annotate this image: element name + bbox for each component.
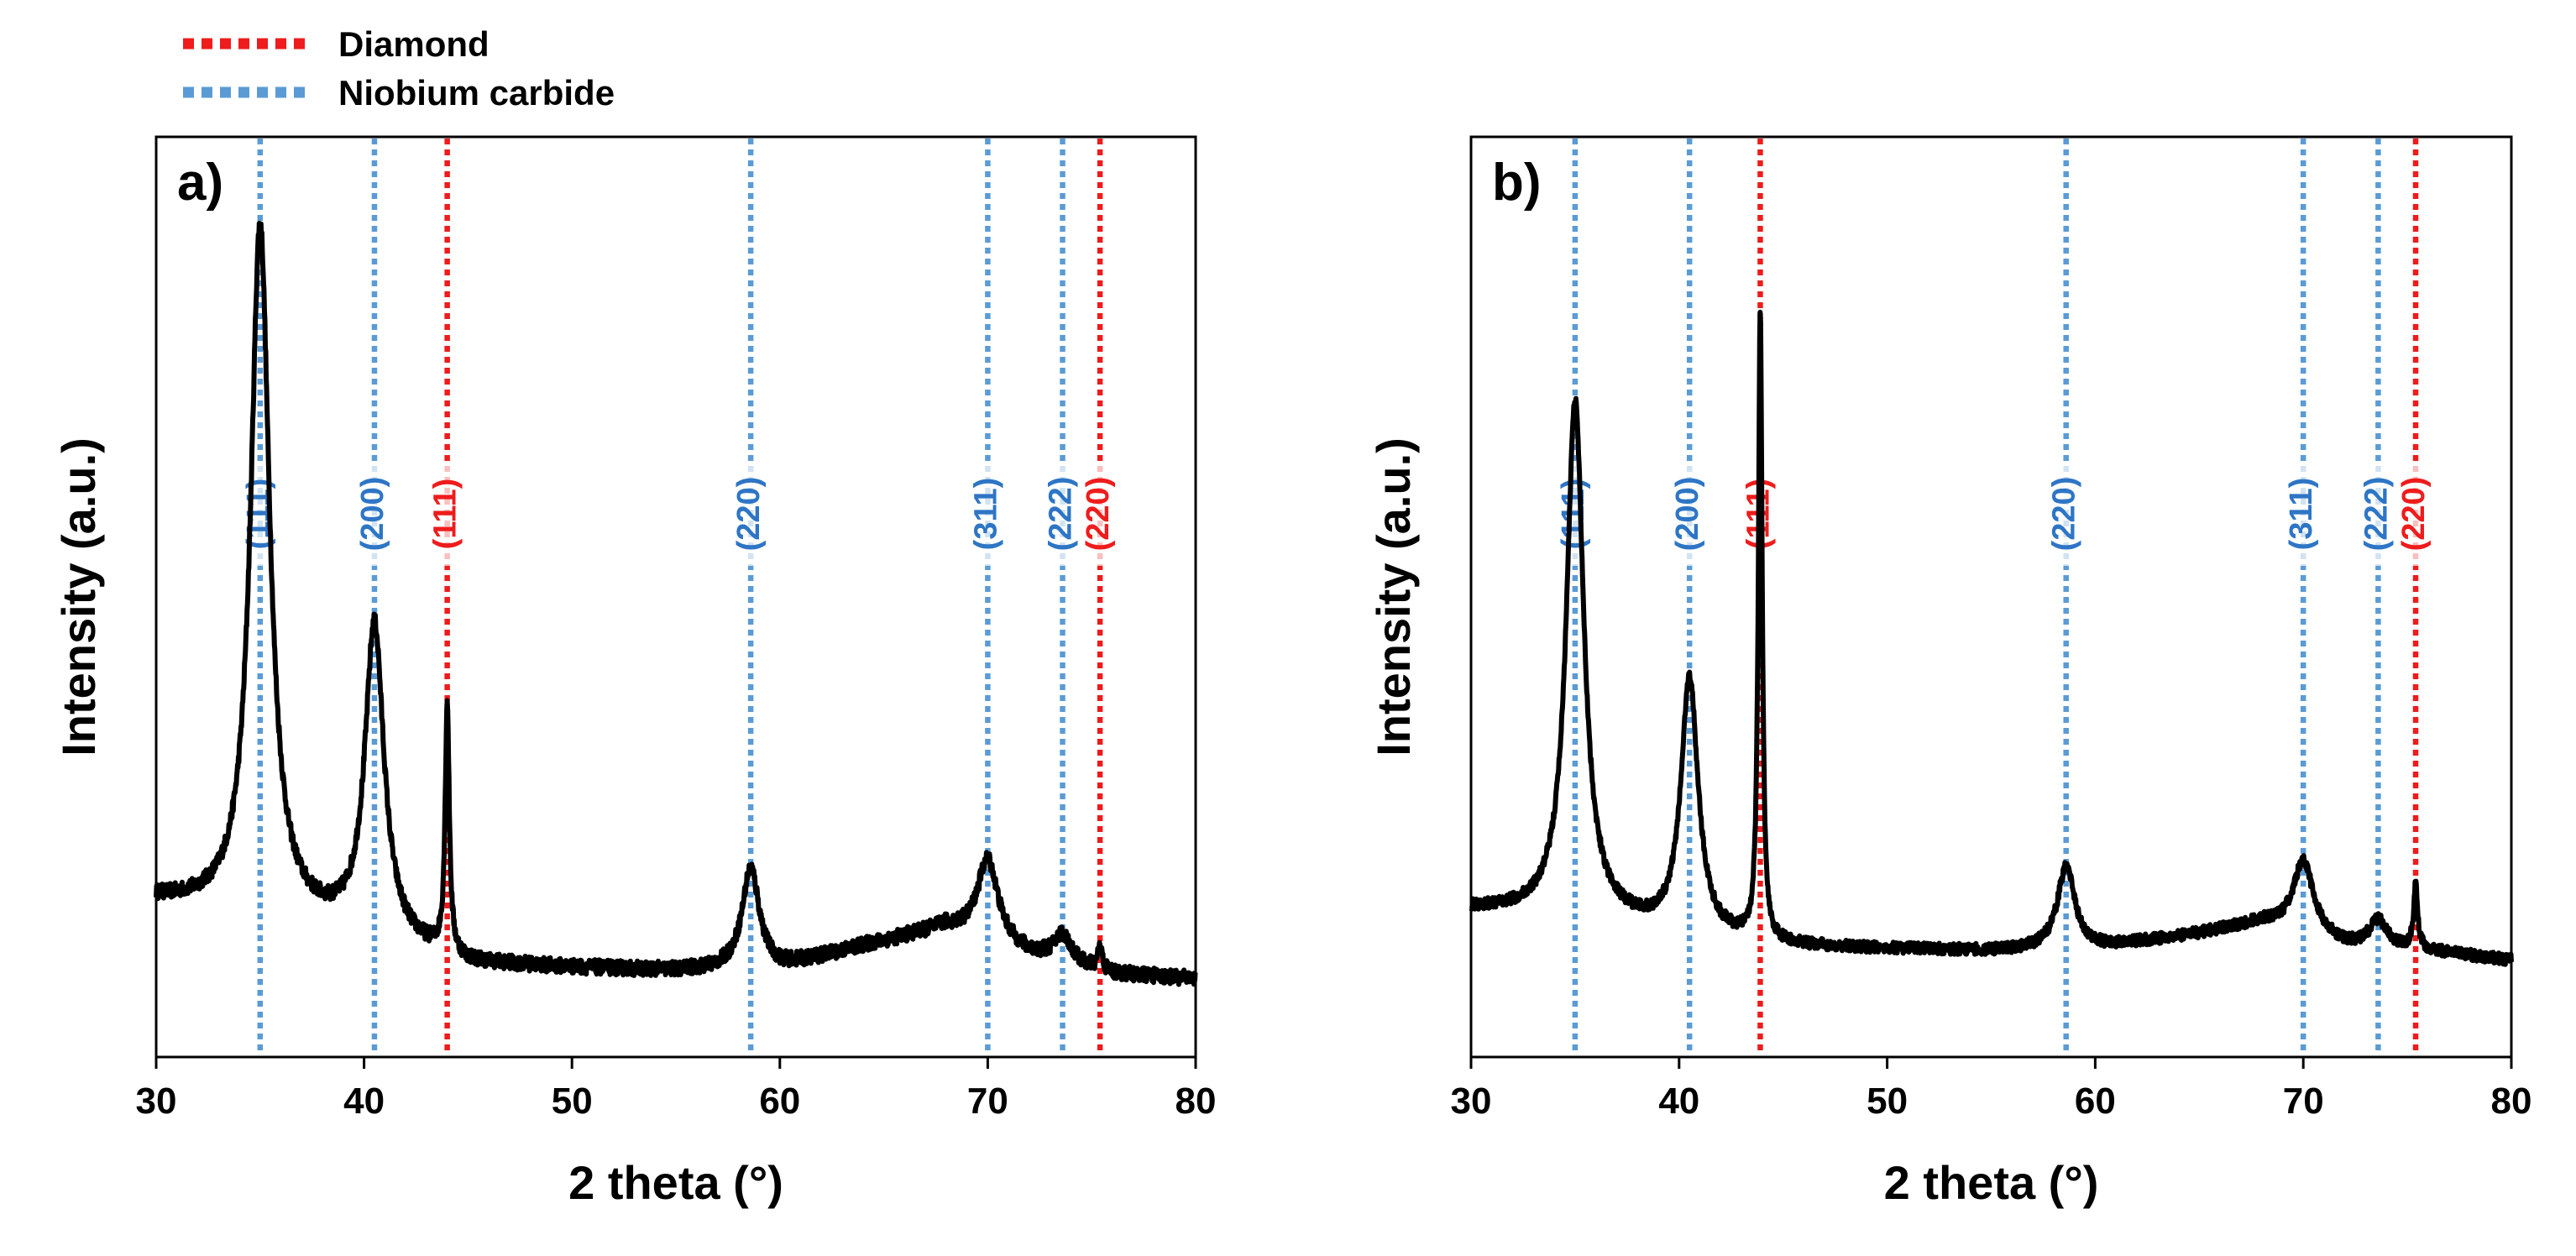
peak-point xyxy=(749,866,753,871)
hkl-label: (220) xyxy=(731,477,767,552)
panel-b: b) 30 40 50 60 70 80 2 theta (°) Intensity (a.u.… xyxy=(1367,135,2532,1209)
panel-a: a) 30 40 50 60 70 80 2 theta (°) Intensity (a.u.… xyxy=(52,135,1217,1209)
x-tick-label: 50 xyxy=(552,1081,593,1122)
x-tick-label: 50 xyxy=(1867,1081,1908,1122)
peak-point xyxy=(2376,918,2380,923)
peak-point xyxy=(1688,678,1692,683)
peak-point xyxy=(258,223,262,228)
x-tick-label: 80 xyxy=(2491,1081,2532,1122)
x-axis-label: 2 theta (°) xyxy=(1884,1156,2099,1209)
plot-frame xyxy=(154,135,1197,1059)
x-tick-label: 70 xyxy=(2283,1081,2324,1122)
hkl-label-background xyxy=(428,462,466,566)
peak-point xyxy=(1060,934,1065,938)
peak-point xyxy=(445,709,449,713)
hkl-label-background xyxy=(1556,462,1594,566)
hkl-label: (220) xyxy=(2396,477,2432,552)
peak-point xyxy=(1758,317,1762,321)
hkl-label-background xyxy=(969,462,1007,566)
hkl-label: (222) xyxy=(1044,477,1079,552)
hkl-label-background xyxy=(732,462,770,566)
hkl-label: (222) xyxy=(2359,477,2394,552)
peak-point xyxy=(1098,946,1102,950)
hkl-label-background xyxy=(2285,462,2322,566)
x-tick-label: 40 xyxy=(343,1081,385,1122)
peak-point xyxy=(2414,884,2418,888)
plot-frame xyxy=(1469,135,2513,1059)
x-tick-label: 80 xyxy=(1175,1081,1217,1122)
hkl-label: (200) xyxy=(355,477,390,552)
x-tick-label: 30 xyxy=(136,1081,177,1122)
hkl-label-background xyxy=(1044,462,1081,566)
x-tick-label: 70 xyxy=(967,1081,1008,1122)
legend-label: Diamond xyxy=(338,24,490,64)
peak-point xyxy=(2064,864,2068,868)
xrd-pattern-line xyxy=(1469,309,2514,967)
hkl-label-background xyxy=(1081,462,1119,566)
hkl-label: (111) xyxy=(1556,479,1591,550)
hkl-label-background xyxy=(2397,462,2435,566)
peak-point xyxy=(986,857,990,861)
hkl-label: (220) xyxy=(1081,477,1116,552)
panel-label: a) xyxy=(177,154,223,212)
peak-point xyxy=(2301,860,2306,864)
hkl-label: (311) xyxy=(2284,478,2319,551)
hkl-label-background xyxy=(2047,462,2085,566)
x-tick-label: 40 xyxy=(1658,1081,1699,1122)
hkl-label: (200) xyxy=(1670,477,1705,552)
hkl-label: (220) xyxy=(2047,477,2082,552)
hkl-label: (111) xyxy=(428,479,463,550)
x-tick-label: 60 xyxy=(759,1081,800,1122)
y-axis-label: Intensity (a.u.) xyxy=(52,437,105,756)
hkl-label: (311) xyxy=(968,478,1003,551)
legend-label: Niobium carbide xyxy=(338,73,615,113)
y-axis-label: Intensity (a.u.) xyxy=(1367,437,1420,756)
hkl-label-background xyxy=(355,462,393,566)
x-tick-label: 30 xyxy=(1451,1081,1492,1122)
legend: Diamond Niobium carbide xyxy=(183,24,615,113)
hkl-label-background xyxy=(1671,462,1709,566)
hkl-label-background xyxy=(2359,462,2397,566)
x-tick-label: 60 xyxy=(2075,1081,2116,1122)
peak-point xyxy=(1573,400,1577,405)
peak-point xyxy=(372,625,376,630)
panel-label: b) xyxy=(1492,154,1542,212)
xrd-pattern-line xyxy=(154,220,1198,987)
x-axis-label: 2 theta (°) xyxy=(568,1156,783,1209)
